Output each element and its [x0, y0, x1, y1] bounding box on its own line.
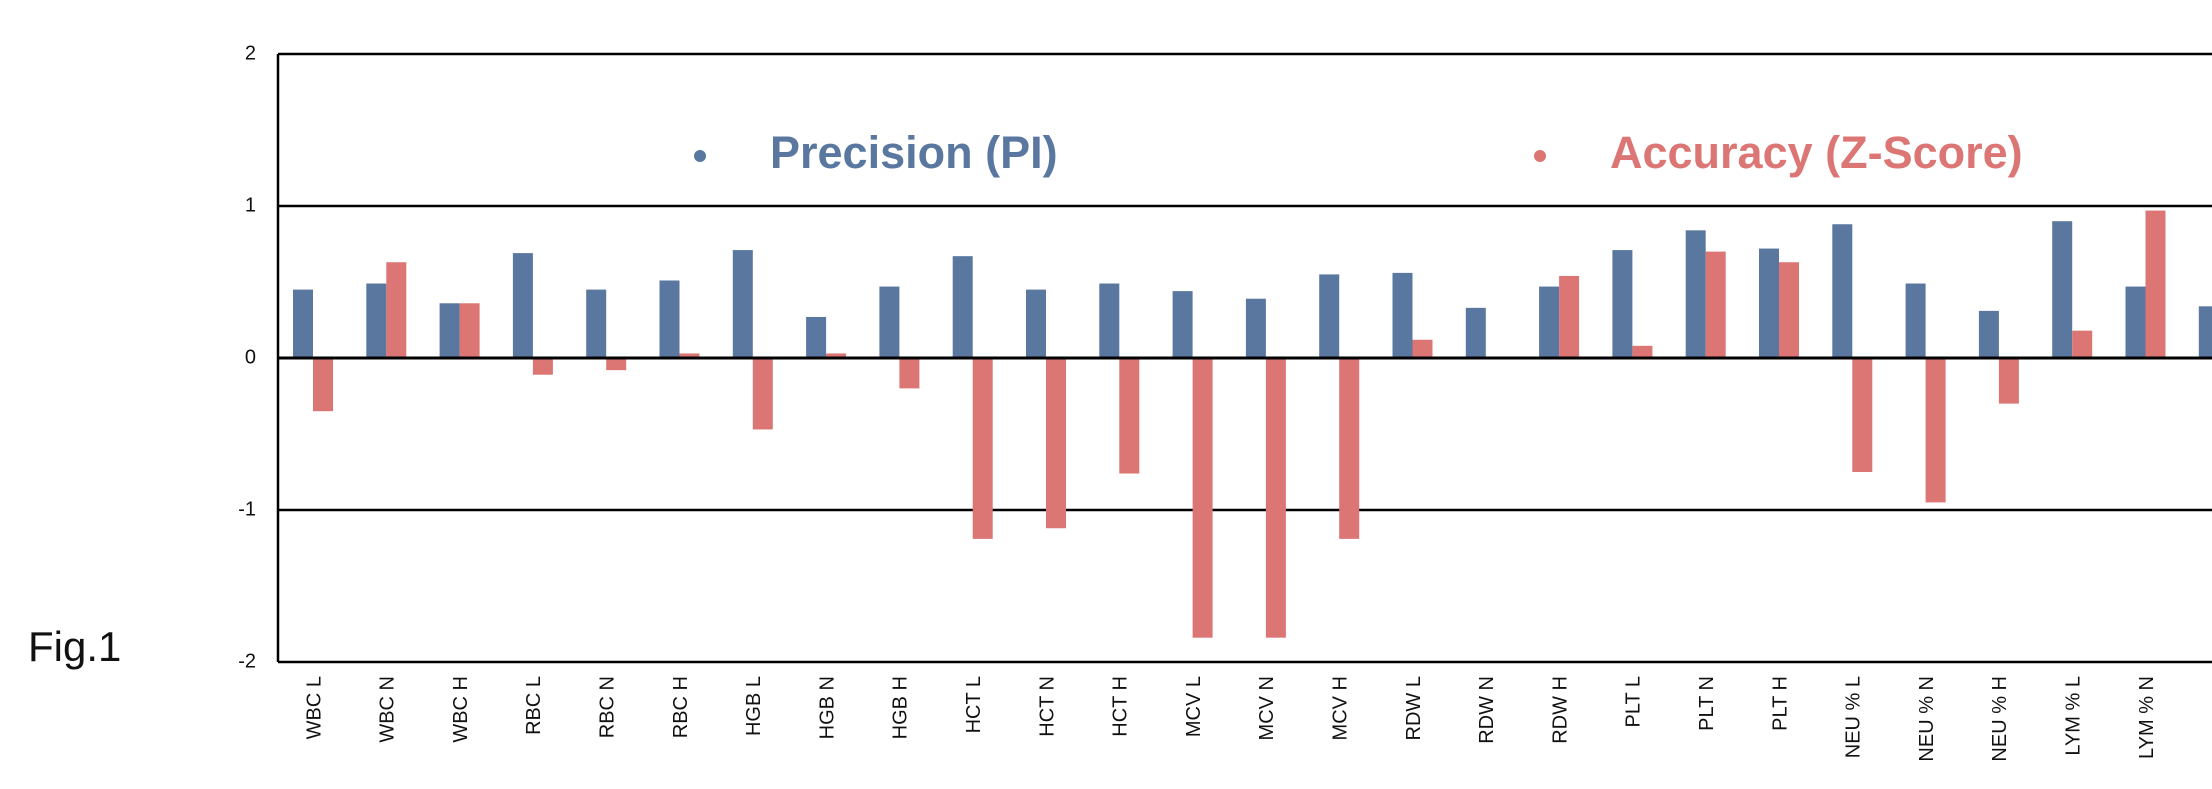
bar	[1026, 289, 1046, 358]
bar	[752, 358, 773, 430]
bar	[606, 358, 627, 371]
bar	[1612, 250, 1633, 358]
bar	[586, 289, 607, 358]
bar	[732, 250, 753, 358]
legend-label: Accuracy (Z-Score)	[1610, 127, 2023, 178]
x-tick-label: WBC H	[450, 676, 472, 743]
bar	[532, 358, 553, 375]
x-tick-label: HCT N	[1036, 676, 1058, 737]
bar	[2125, 286, 2146, 358]
x-tick-label: RBC H	[670, 676, 692, 738]
x-tick-label: MCV L	[1183, 676, 1205, 737]
legend-label: Precision (PI)	[770, 127, 1058, 178]
bar	[952, 256, 973, 358]
x-tick-label: RDW N	[1476, 676, 1498, 744]
x-tick-label: RDW L	[1403, 676, 1425, 740]
legend-marker	[694, 150, 706, 162]
bar	[1046, 358, 1066, 529]
bar	[1632, 345, 1653, 358]
bar	[972, 358, 993, 539]
x-tick-label: NEU % L	[1843, 676, 1865, 758]
bar	[1319, 274, 1340, 358]
bar	[459, 303, 480, 358]
x-tick-label: PLT L	[1623, 676, 1645, 728]
y-tick-label: -1	[238, 498, 256, 520]
y-tick-label: -2	[238, 650, 256, 672]
bar	[313, 358, 333, 412]
x-tick-label: PLT N	[1696, 676, 1718, 731]
bar	[659, 280, 680, 358]
bar	[1265, 358, 1286, 638]
bar	[899, 358, 920, 389]
figure-caption: Fig.1	[28, 623, 121, 670]
x-tick-label: RDW H	[1549, 676, 1571, 744]
x-tick-label: NEU % H	[1989, 676, 2011, 762]
bar	[512, 253, 533, 358]
bar	[1925, 358, 1946, 503]
bar	[386, 262, 407, 358]
bar	[1539, 286, 1560, 358]
x-tick-label: HCT H	[1110, 676, 1132, 737]
bar	[1978, 310, 1999, 358]
bar	[1392, 272, 1413, 358]
x-tick-label: HGB L	[743, 676, 765, 736]
bar	[1172, 291, 1193, 358]
bar	[1465, 307, 1486, 358]
bar	[1779, 262, 1799, 358]
x-tick-label: RBC N	[596, 676, 618, 738]
bar	[1412, 339, 1433, 358]
bar	[1998, 358, 2019, 404]
bar	[806, 316, 827, 358]
legend-marker	[1534, 150, 1546, 162]
bar	[2145, 210, 2166, 358]
bar	[1759, 248, 1779, 358]
x-tick-label: HCT L	[963, 676, 985, 733]
bar	[1852, 358, 1873, 472]
x-tick-label: MCV H	[1329, 676, 1351, 740]
bar	[439, 303, 460, 358]
x-tick-label: HGB H	[890, 676, 912, 739]
x-tick-label: LYM % L	[2062, 676, 2084, 756]
bar	[826, 353, 847, 358]
bar	[1905, 283, 1926, 358]
x-tick-label: PLT H	[1769, 676, 1791, 731]
bar	[1245, 298, 1266, 358]
x-tick-label: RBC L	[523, 676, 545, 735]
bar	[2198, 306, 2212, 358]
x-tick-label: NEU % N	[1916, 676, 1938, 762]
x-tick-label: LYM % N	[2136, 676, 2158, 759]
bar	[2052, 221, 2073, 358]
x-tick-label: MCV N	[1256, 676, 1278, 740]
bar	[879, 286, 900, 358]
x-tick-label: HGB N	[816, 676, 838, 739]
y-tick-label: 0	[245, 346, 256, 368]
bar	[1832, 224, 1853, 358]
bar	[1119, 358, 1140, 474]
bar	[366, 283, 387, 358]
bar	[1685, 230, 1706, 358]
x-tick-label: LYM % H	[2209, 676, 2212, 759]
x-tick-label: WBC N	[377, 676, 399, 743]
y-tick-label: 2	[245, 42, 256, 64]
bar	[1339, 358, 1360, 539]
bar	[2072, 330, 2093, 358]
bar	[1705, 251, 1726, 358]
bar	[679, 353, 700, 358]
bar	[1559, 275, 1580, 358]
bar	[1099, 283, 1120, 358]
y-tick-label: 1	[245, 194, 256, 216]
bar	[1192, 358, 1213, 638]
x-tick-label: WBC L	[303, 676, 325, 739]
bar	[293, 289, 313, 358]
